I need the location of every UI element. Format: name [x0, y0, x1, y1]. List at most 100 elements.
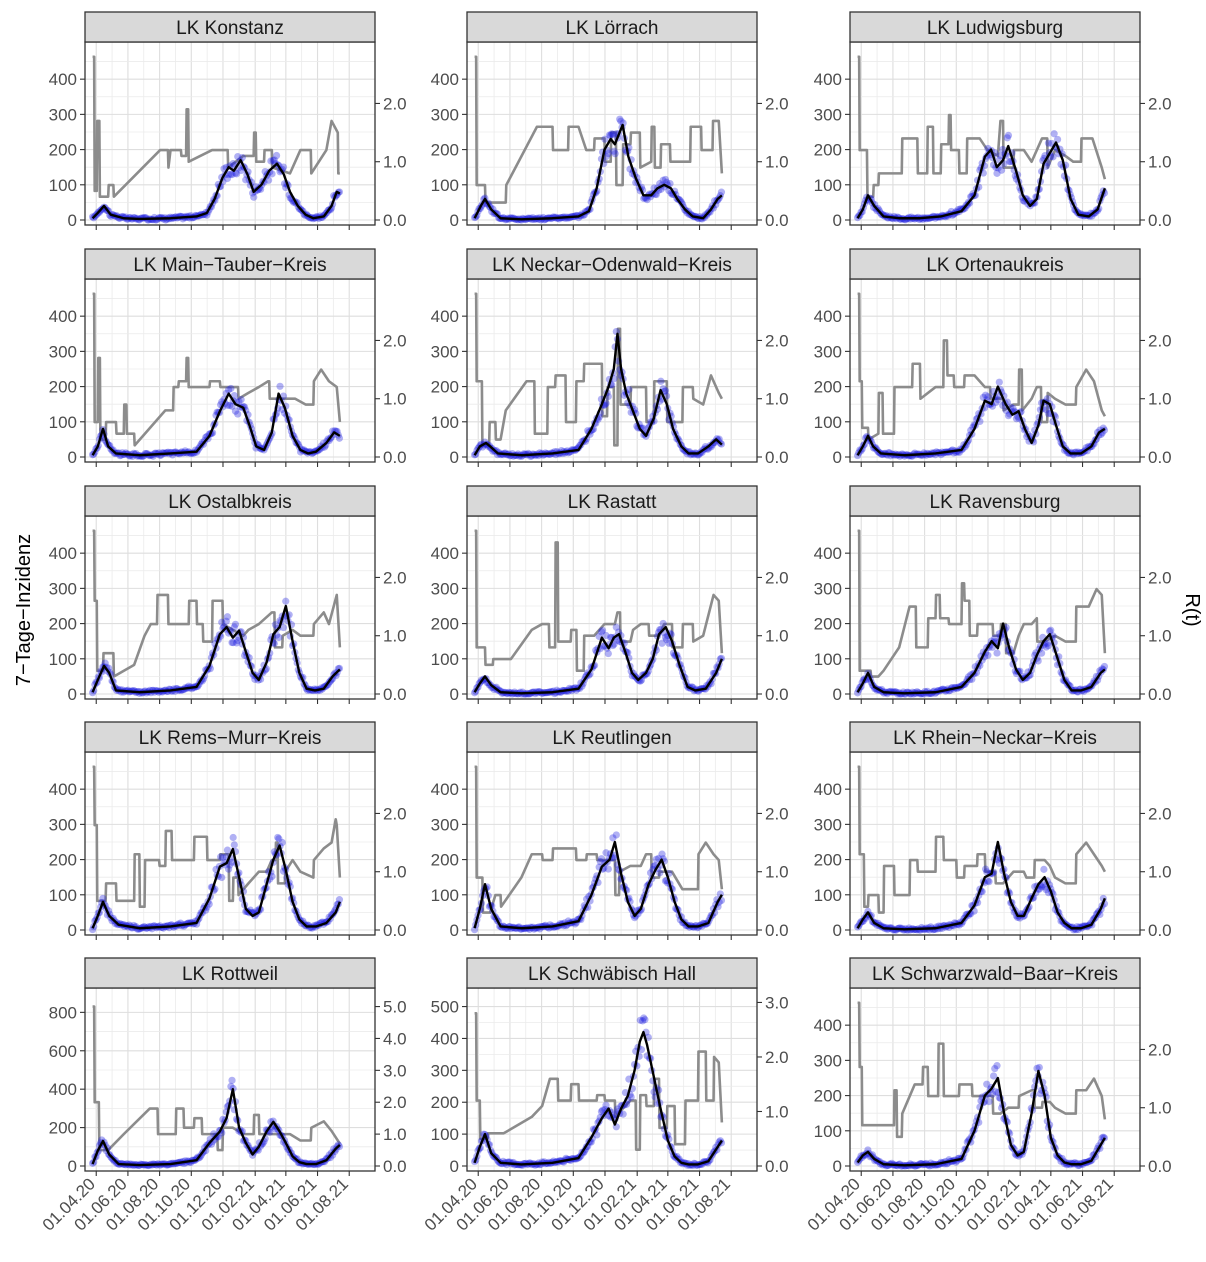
facet-panel: LK Ostalbkreis 0 100 200 300 400 0.0 1.0 2.0	[49, 485, 407, 704]
facet-strip	[849, 11, 1141, 43]
y2-tick-label: 0.0	[383, 685, 407, 704]
y2-tick-label: 1.0	[1148, 863, 1172, 882]
data-point	[612, 831, 620, 839]
data-point	[604, 149, 612, 158]
y2-tick-label: 0.0	[1148, 921, 1172, 940]
smoothed-incidence-line	[91, 158, 341, 221]
data-point	[602, 399, 610, 407]
facet-panel: LK Schwarzwald−Baar−Kreis 0 100 200 300 400 0.…	[804, 957, 1172, 1235]
y-tick-label: 0	[450, 685, 459, 704]
y2-tick-label: 2.0	[765, 804, 789, 823]
data-point	[999, 145, 1007, 154]
y-tick-label: 800	[49, 1003, 77, 1022]
rt-series-line	[92, 55, 340, 198]
y-tick-label: 300	[49, 579, 77, 598]
y-tick-label: 400	[431, 780, 459, 799]
data-point	[231, 407, 240, 415]
y-tick-label: 100	[814, 650, 842, 669]
y2-tick-label: 0.0	[1148, 211, 1172, 230]
y-tick-label: 100	[49, 650, 77, 669]
facet-panel: LK Rems−Murr−Kreis 0 100 200 300 400 0.0 1.0 2.0	[49, 721, 407, 940]
data-point	[659, 176, 667, 184]
data-point	[608, 130, 616, 138]
y2-tick-label: 3.0	[765, 993, 789, 1012]
y-tick-label: 100	[814, 176, 842, 195]
y-tick-label: 300	[431, 1061, 459, 1080]
y2-tick-label: 1.0	[383, 627, 407, 646]
minor-gridlines	[111, 42, 334, 225]
y-tick-label: 300	[431, 579, 459, 598]
rt-series-line	[474, 55, 724, 204]
data-point	[335, 188, 344, 196]
facet-strip	[849, 248, 1141, 280]
y2-tick-label: 1.0	[383, 863, 407, 882]
data-point	[643, 195, 651, 204]
y2-tick-label: 0.0	[383, 921, 407, 940]
y-tick-label: 100	[431, 176, 459, 195]
y2-tick-label: 0.0	[765, 1157, 789, 1176]
data-point	[656, 869, 664, 877]
y-tick-label: 0	[450, 921, 459, 940]
data-point	[1049, 153, 1057, 161]
y-tick-label: 200	[814, 851, 842, 870]
horizontal-gridlines	[850, 61, 1140, 221]
facet-panel: LK Schwäbisch Hall 0 100 200 300 400 500 0.0 1.0…	[421, 957, 789, 1235]
facet-panel: LK Rottweil 0 200 400 600 800 0.0 1.0 2.0 3.0 4.0 5…	[39, 957, 407, 1235]
y-tick-label: 0	[833, 1157, 842, 1176]
data-point	[984, 393, 992, 401]
rt-series-line	[92, 292, 342, 447]
y-tick-label: 0	[833, 921, 842, 940]
panel-background	[850, 42, 1140, 225]
y-tick-label: 300	[49, 342, 77, 361]
data-point	[335, 434, 344, 442]
y2-tick-label: 2.0	[1148, 331, 1172, 350]
y-tick-label: 400	[49, 307, 77, 326]
y-tick-label: 500	[431, 998, 459, 1017]
y-tick-label: 200	[814, 141, 842, 160]
data-point	[271, 621, 280, 629]
y2-tick-label: 2.0	[1148, 94, 1172, 113]
data-point	[641, 1016, 649, 1024]
facet-panel: LK Konstanz 0 100 200 300 400 0.0 1.0 2.0	[49, 11, 407, 230]
y2-tick-label: 0.0	[383, 1157, 407, 1176]
y2-tick-label: 1.0	[765, 390, 789, 409]
data-point	[993, 169, 1001, 177]
facet-panel: LK Ravensburg 0 100 200 300 400 0.0 1.0 2.0	[814, 485, 1172, 704]
y-tick-label: 200	[431, 141, 459, 160]
y2-tick-label: 1.0	[1148, 153, 1172, 172]
y-tick-label: 400	[431, 544, 459, 563]
y-tick-label: 400	[431, 1029, 459, 1048]
data-point	[616, 115, 624, 123]
y-tick-label: 0	[68, 211, 77, 230]
data-point	[993, 1062, 1001, 1070]
data-point	[997, 166, 1006, 174]
facet-title: LK Ravensburg	[930, 492, 1061, 513]
y2-tick-label: 1.0	[765, 863, 789, 882]
facet-title: LK Ortenaukreis	[926, 255, 1063, 276]
data-point	[227, 384, 235, 393]
data-point	[250, 193, 258, 201]
data-point	[276, 382, 284, 390]
data-point	[605, 131, 614, 139]
y2-tick-label: 2.0	[383, 94, 407, 113]
data-point	[606, 131, 615, 140]
data-point	[237, 395, 245, 404]
y2-tick-label: 2.0	[765, 568, 789, 587]
data-point	[993, 649, 1001, 657]
data-point	[985, 1098, 993, 1106]
y-tick-label: 200	[49, 615, 77, 634]
y-tick-label: 100	[814, 886, 842, 905]
y-tick-label: 0	[450, 1157, 459, 1176]
data-point	[228, 170, 236, 179]
y2-tick-label: 2.0	[1148, 804, 1172, 823]
data-point	[218, 873, 226, 882]
y-tick-label: 0	[833, 448, 842, 467]
y2-tick-label: 0.0	[765, 685, 789, 704]
data-point	[229, 833, 237, 842]
data-point	[661, 175, 670, 184]
minor-gridlines	[111, 279, 334, 462]
data-point	[279, 623, 288, 632]
y2-tick-label: 1.0	[383, 390, 407, 409]
panel-background	[850, 752, 1140, 935]
panel-background	[85, 42, 375, 225]
